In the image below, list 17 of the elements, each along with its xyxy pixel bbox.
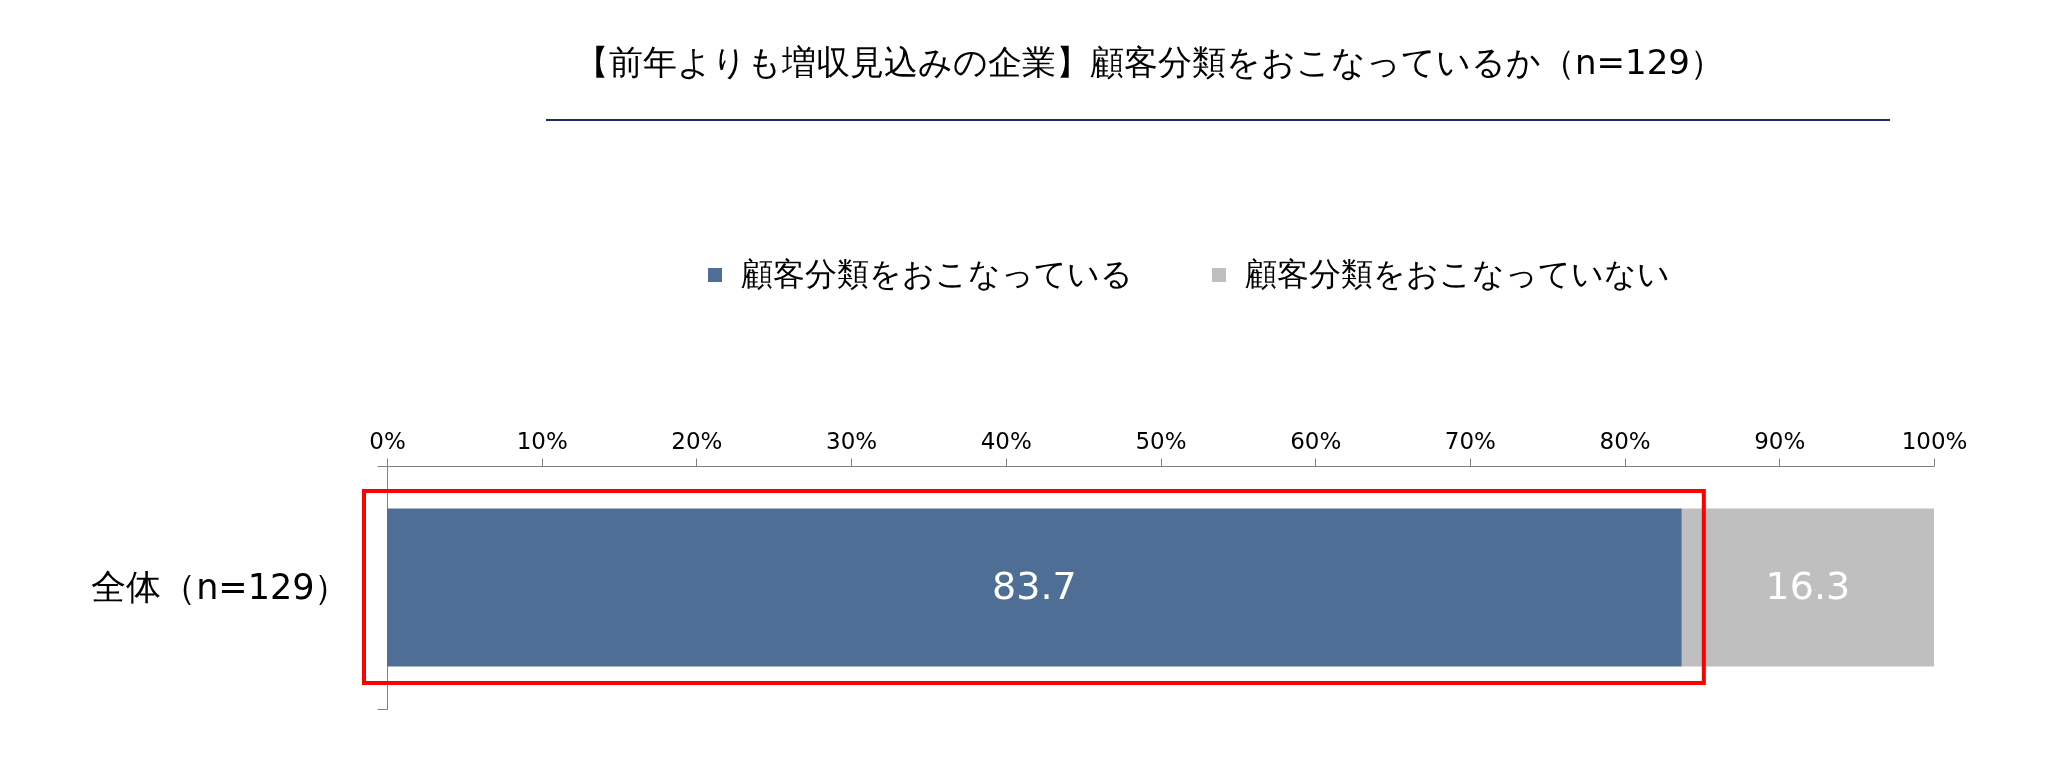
x-tick-label: 0%: [369, 427, 406, 454]
x-tick-label: 10%: [516, 427, 568, 454]
data-label: 83.7: [992, 563, 1077, 608]
x-tick-label: 60%: [1290, 427, 1342, 454]
y-tick-label: 全体（n=129）: [91, 567, 350, 607]
x-tick-label: 80%: [1599, 427, 1651, 454]
legend-label: 顧客分類をおこなっている: [741, 255, 1133, 293]
x-tick-label: 100%: [1901, 427, 1968, 454]
x-tick-label: 30%: [826, 427, 878, 454]
x-tick-label: 90%: [1754, 427, 1806, 454]
data-label: 16.3: [1765, 563, 1851, 608]
x-tick-label: 50%: [1135, 427, 1187, 454]
chart-title: 【前年よりも増収見込みの企業】顧客分類をおこなっているか（n=129）: [575, 42, 1724, 82]
legend-label: 顧客分類をおこなっていない: [1245, 255, 1670, 293]
x-tick-label: 20%: [671, 427, 723, 454]
x-tick-label: 70%: [1444, 427, 1496, 454]
x-tick-label: 40%: [980, 427, 1032, 454]
